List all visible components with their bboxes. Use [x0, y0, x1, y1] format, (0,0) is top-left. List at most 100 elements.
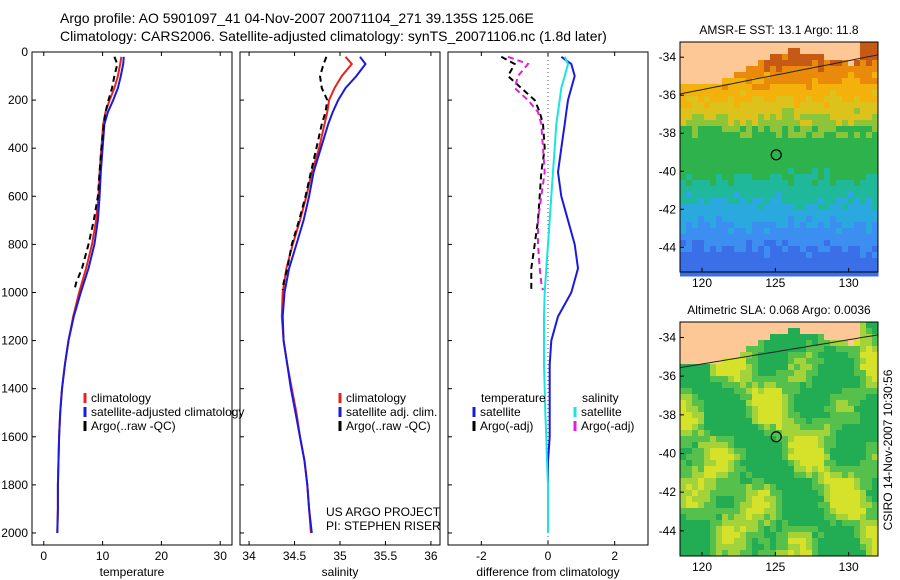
sla-cell: [680, 448, 687, 455]
sst-cell: [704, 72, 711, 79]
sla-cell: [782, 532, 789, 539]
sla-cell: [716, 370, 723, 377]
sst-cell: [788, 168, 795, 175]
sst-cell: [854, 240, 861, 247]
sst-cell: [716, 72, 723, 79]
sst-cell: [764, 114, 771, 121]
sst-cell: [776, 252, 783, 259]
sst-cell: [830, 228, 837, 235]
sst-cell: [746, 120, 753, 127]
sst-cell: [728, 180, 735, 187]
sla-cell: [830, 478, 837, 485]
sla-cell: [872, 418, 879, 425]
sst-cell: [794, 168, 801, 175]
sla-cell: [842, 538, 849, 545]
sst-cell: [776, 174, 783, 181]
sla-cell: [788, 448, 795, 455]
sst-cell: [698, 114, 705, 121]
sla-cell: [866, 394, 873, 401]
sst-cell: [752, 174, 759, 181]
sla-cell: [716, 460, 723, 467]
sla-cell: [818, 484, 825, 491]
sla-cell: [794, 376, 801, 383]
sst-cell: [794, 90, 801, 97]
sst-cell: [854, 42, 861, 49]
sla-cell: [758, 472, 765, 479]
sst-cell: [770, 198, 777, 205]
sla-cell: [758, 322, 765, 329]
sst-cell: [848, 120, 855, 127]
sla-cell: [680, 430, 687, 437]
sst-cell: [734, 48, 741, 55]
sst-cell: [698, 42, 705, 49]
sst-cell: [692, 72, 699, 79]
sst-cell: [800, 258, 807, 265]
sla-cell: [872, 424, 879, 431]
sst-cell: [734, 102, 741, 109]
sst-cell: [692, 84, 699, 91]
sla-cell: [794, 430, 801, 437]
sla-cell: [734, 376, 741, 383]
sla-cell: [854, 508, 861, 515]
sst-cell: [746, 90, 753, 97]
sst-cell: [686, 222, 693, 229]
sla-cell: [812, 334, 819, 341]
sst-cell: [752, 258, 759, 265]
sst-cell: [854, 150, 861, 157]
sst-cell: [710, 132, 717, 139]
sst-cell: [704, 240, 711, 247]
sla-cell: [740, 406, 747, 413]
sst-cell: [746, 180, 753, 187]
sst-cell: [698, 270, 705, 277]
sst-cell: [728, 60, 735, 67]
sla-cell: [860, 544, 867, 551]
sst-cell: [854, 96, 861, 103]
sst-cell: [848, 174, 855, 181]
sla-cell: [764, 424, 771, 431]
sst-cell: [866, 54, 873, 61]
sst-cell: [764, 222, 771, 229]
sla-cell: [794, 460, 801, 467]
sla-cell: [716, 454, 723, 461]
sst-cell: [692, 96, 699, 103]
sst-cell: [800, 252, 807, 259]
sla-cell: [680, 394, 687, 401]
sst-cell: [830, 258, 837, 265]
sla-cell: [794, 388, 801, 395]
sla-cell: [872, 328, 879, 335]
sla-cell: [692, 412, 699, 419]
sst-cell: [818, 84, 825, 91]
sst-cell: [830, 234, 837, 241]
sst-cell: [854, 252, 861, 259]
sla-cell: [836, 394, 843, 401]
sst-cell: [722, 156, 729, 163]
sla-cell: [854, 538, 861, 545]
plot-frame-0: [31, 51, 233, 546]
sla-cell: [752, 526, 759, 533]
sla-cell: [734, 472, 741, 479]
sst-cell: [698, 198, 705, 205]
sst-cell: [770, 120, 777, 127]
sst-cell: [710, 144, 717, 151]
sla-cell: [698, 400, 705, 407]
sst-cell: [812, 72, 819, 79]
sla-cell: [758, 496, 765, 503]
sla-cell: [722, 472, 729, 479]
sst-cell: [746, 60, 753, 67]
sla-cell: [716, 412, 723, 419]
sst-cell: [776, 240, 783, 247]
sst-cell: [728, 138, 735, 145]
sla-cell: [836, 382, 843, 389]
sla-cell: [722, 532, 729, 539]
sla-cell: [686, 508, 693, 515]
sst-cell: [866, 228, 873, 235]
sst-cell: [782, 180, 789, 187]
sla-cell: [842, 334, 849, 341]
sla-cell: [806, 418, 813, 425]
sla-cell: [740, 454, 747, 461]
sla-cell: [776, 340, 783, 347]
sla-cell: [704, 520, 711, 527]
sla-cell: [704, 424, 711, 431]
sla-cell: [848, 502, 855, 509]
sst-cell: [818, 216, 825, 223]
